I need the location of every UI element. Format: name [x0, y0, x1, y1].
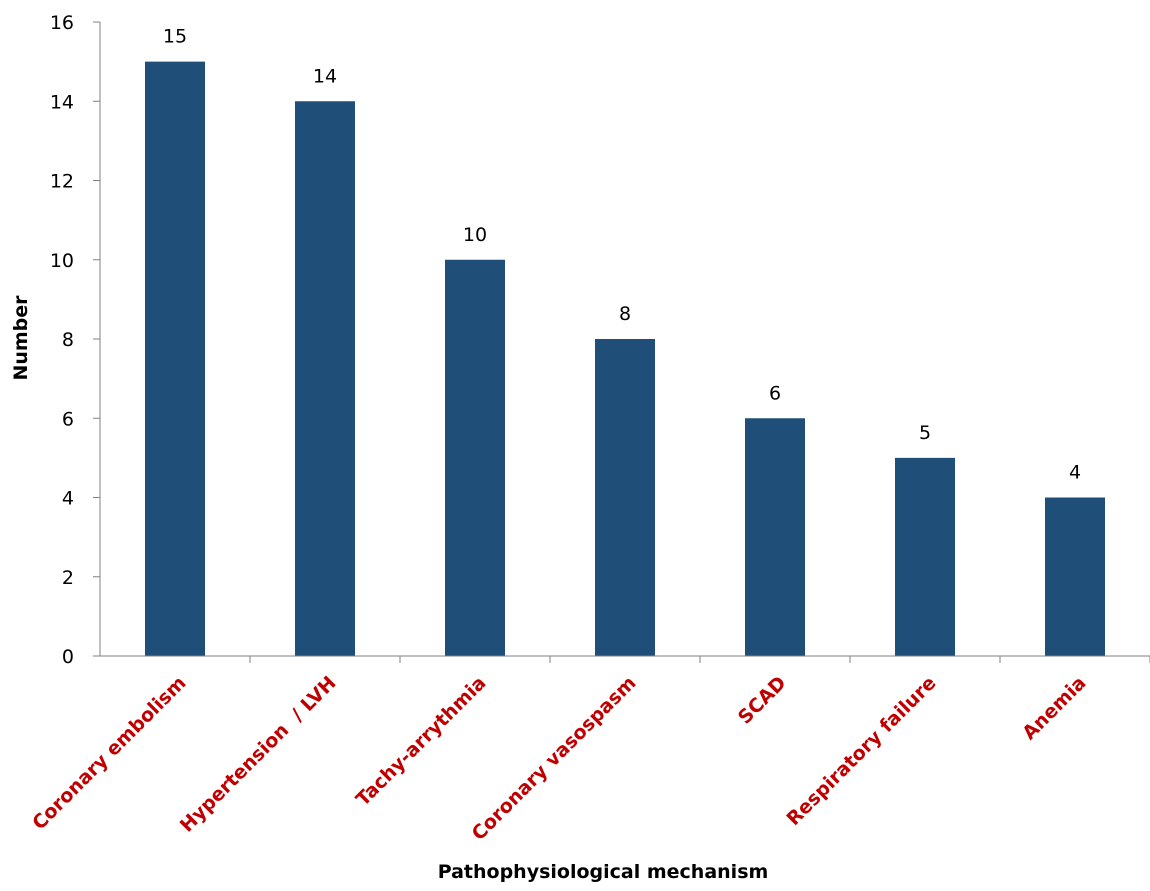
- category-label: Respiratory failure: [782, 672, 940, 830]
- category-label: Tachy-arrythmia: [352, 672, 491, 811]
- data-labels: 15 14 10 8 6 5 4: [163, 26, 1081, 484]
- y-axis-ticks: 0 2 4 6 8 10 12 14 16: [50, 12, 100, 668]
- y-tick-label: 2: [62, 567, 74, 589]
- bar: [145, 61, 205, 656]
- bar: [1045, 497, 1105, 656]
- category-label: Coronary vasospasm: [468, 672, 641, 845]
- category-label: SCAD: [734, 672, 791, 729]
- x-axis-title: Pathophysiological mechanism: [438, 861, 769, 883]
- bar: [295, 101, 355, 656]
- y-tick-label: 10: [50, 250, 74, 272]
- bar: [445, 259, 505, 656]
- y-tick-label: 0: [62, 646, 74, 668]
- y-tick-label: 16: [50, 12, 74, 34]
- data-label: 14: [313, 65, 337, 87]
- y-tick-label: 4: [62, 488, 74, 510]
- data-label: 8: [619, 303, 631, 325]
- bar: [595, 339, 655, 656]
- data-label: 6: [769, 382, 781, 404]
- y-tick-label: 12: [50, 171, 74, 193]
- data-label: 4: [1069, 462, 1081, 484]
- x-axis-ticks: [249, 656, 1150, 663]
- y-tick-label: 14: [50, 91, 74, 113]
- data-label: 5: [919, 422, 931, 444]
- bar: [895, 457, 955, 656]
- y-axis-title: Number: [10, 295, 32, 381]
- category-label: Coronary embolism: [28, 672, 190, 834]
- y-tick-label: 6: [62, 408, 74, 430]
- y-tick-label: 8: [62, 329, 74, 351]
- bar: [745, 418, 805, 656]
- bars: [145, 61, 1105, 656]
- data-label: 15: [163, 26, 187, 48]
- data-label: 10: [463, 224, 487, 246]
- category-label: Hypertension / LVH: [176, 672, 341, 837]
- category-label: Anemia: [1018, 672, 1090, 744]
